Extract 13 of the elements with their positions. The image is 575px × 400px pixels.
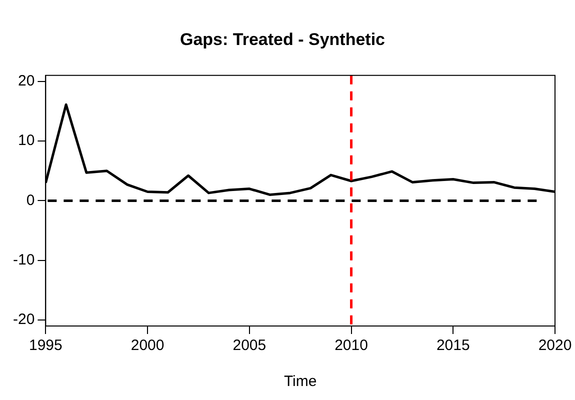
y-tick-label: -20 — [12, 311, 35, 328]
y-tick-label: 10 — [18, 132, 35, 150]
y-tick-label: 20 — [18, 72, 35, 90]
x-tick-label: 2010 — [334, 337, 368, 354]
x-tick-label: 2005 — [232, 337, 266, 354]
y-tick-label: -10 — [12, 252, 35, 269]
x-axis-title: Time — [284, 373, 317, 390]
chart-title: Gaps: Treated - Synthetic — [180, 30, 385, 49]
x-tick-label: 1995 — [28, 337, 62, 354]
x-tick-label: 2000 — [130, 337, 164, 354]
y-tick-label: 0 — [26, 192, 35, 209]
x-tick-label: 2020 — [538, 337, 572, 354]
x-tick-label: 2015 — [436, 337, 470, 354]
